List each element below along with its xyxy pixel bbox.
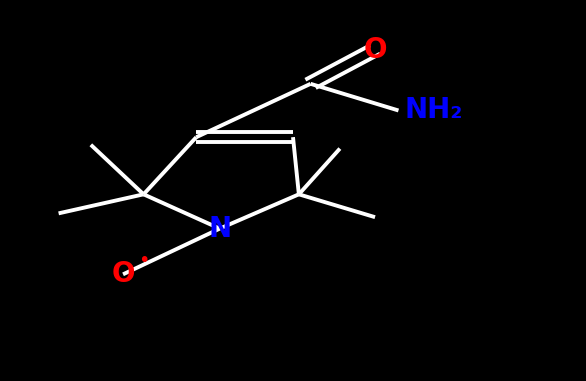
Text: O: O — [111, 260, 135, 288]
Text: NH₂: NH₂ — [404, 96, 463, 125]
Text: N: N — [208, 215, 231, 243]
Text: O: O — [363, 35, 387, 64]
Text: •: • — [138, 251, 149, 271]
